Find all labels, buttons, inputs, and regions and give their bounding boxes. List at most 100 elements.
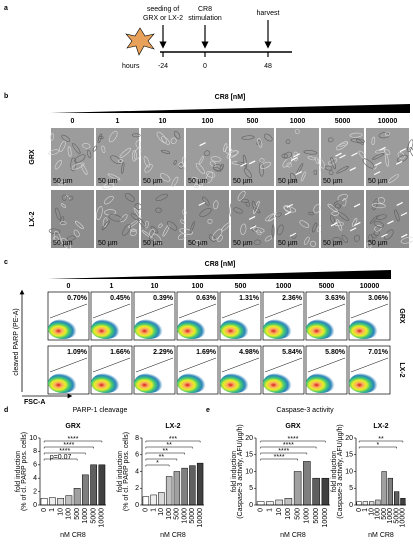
cell <box>331 211 340 216</box>
cell <box>213 200 219 210</box>
scale-bar-label: 50 µm <box>188 178 208 185</box>
cell <box>173 159 177 165</box>
cell <box>167 221 178 231</box>
cell <box>371 233 377 239</box>
cell <box>120 214 128 223</box>
cell <box>74 154 86 163</box>
row-label: LX-2 <box>398 362 405 377</box>
y-tick-label: 10 <box>245 468 253 475</box>
cell <box>293 151 299 162</box>
significance-label: **** <box>278 448 289 455</box>
cell <box>264 235 273 242</box>
cell <box>130 229 137 237</box>
timeline-label: GRX or LX-2 <box>143 15 183 22</box>
dose: 500 <box>247 118 259 125</box>
cell <box>161 136 170 145</box>
cell <box>141 230 152 239</box>
row-label: GRX <box>29 149 36 165</box>
cell <box>132 150 137 162</box>
cell <box>59 221 67 226</box>
arrow <box>199 142 206 147</box>
dose: 5000 <box>335 118 351 125</box>
bar <box>158 492 165 506</box>
cell <box>237 190 246 201</box>
panel-title: PARP-1 cleavage <box>73 407 128 414</box>
cell <box>143 156 150 168</box>
cell <box>67 146 72 157</box>
arrow <box>349 227 357 232</box>
cell <box>276 224 284 236</box>
significance-label: ** <box>159 454 165 461</box>
scale-bar-label: 50 µm <box>278 240 298 247</box>
y-axis-label: (% of cl. PARP pos. cells) <box>21 432 28 511</box>
bar <box>73 488 81 506</box>
x-tick-label: 0 <box>143 508 150 512</box>
cell <box>226 150 239 159</box>
significance-bracket <box>145 440 201 443</box>
cell <box>133 147 142 160</box>
x-tick-label: 100 <box>285 508 292 520</box>
percentage: 1.31% <box>239 295 260 302</box>
cell <box>156 131 167 144</box>
cell <box>102 182 115 190</box>
cell <box>283 151 293 159</box>
cell <box>377 196 386 204</box>
x-axis-label: nM CR8 <box>368 532 394 539</box>
cell <box>233 207 243 214</box>
x-axis-label: nM CR8 <box>160 532 186 539</box>
bar <box>90 464 98 506</box>
significance-label: **** <box>274 454 285 461</box>
scale-bar-label: 50 µm <box>53 178 73 185</box>
bar <box>40 498 48 506</box>
bar <box>275 499 283 506</box>
y-tick-label: 0 <box>33 502 37 509</box>
cell <box>193 183 200 188</box>
percentage: 3.06% <box>368 295 389 302</box>
cell <box>243 168 252 179</box>
cell <box>257 137 263 148</box>
cell <box>371 136 376 146</box>
cell <box>101 145 106 154</box>
flow-density <box>349 319 379 339</box>
gate <box>264 303 303 319</box>
micrograph <box>141 128 184 186</box>
cell <box>327 203 338 212</box>
significance-bracket <box>260 440 326 443</box>
x-tick-label: 500 <box>74 508 81 520</box>
cell <box>205 171 214 184</box>
cell <box>231 161 241 165</box>
cell <box>286 162 292 168</box>
y-axis-label: (Caspase-3 activity, AFU/µg/h) <box>237 424 244 519</box>
cell <box>74 220 84 230</box>
cell <box>353 234 360 242</box>
panel-title: Caspase-3 activity <box>276 407 334 414</box>
y-tick-label: 0 <box>349 502 353 509</box>
bar <box>266 501 274 506</box>
cell <box>271 224 275 238</box>
cell <box>199 208 212 217</box>
cell <box>209 161 217 167</box>
dose: 10000 <box>378 118 398 125</box>
gate <box>49 303 88 319</box>
significance-bracket <box>43 458 78 461</box>
cell <box>107 173 121 181</box>
timeline-label: seeding of <box>147 6 179 13</box>
arrow <box>248 215 256 221</box>
flow-density <box>134 319 164 339</box>
flow-density <box>177 373 207 393</box>
cell <box>54 159 63 170</box>
cell <box>241 135 255 140</box>
cell <box>155 207 162 213</box>
flow-density <box>91 319 121 339</box>
cell <box>104 209 117 216</box>
percentage: 5.84% <box>282 349 303 356</box>
gate <box>221 303 260 319</box>
panel-label: c <box>4 259 8 266</box>
significance-bracket <box>43 440 103 443</box>
cell <box>60 203 66 208</box>
cell <box>118 159 124 163</box>
cell <box>182 209 187 216</box>
x-tick-label: 10000 <box>400 508 407 528</box>
cell <box>335 141 349 151</box>
